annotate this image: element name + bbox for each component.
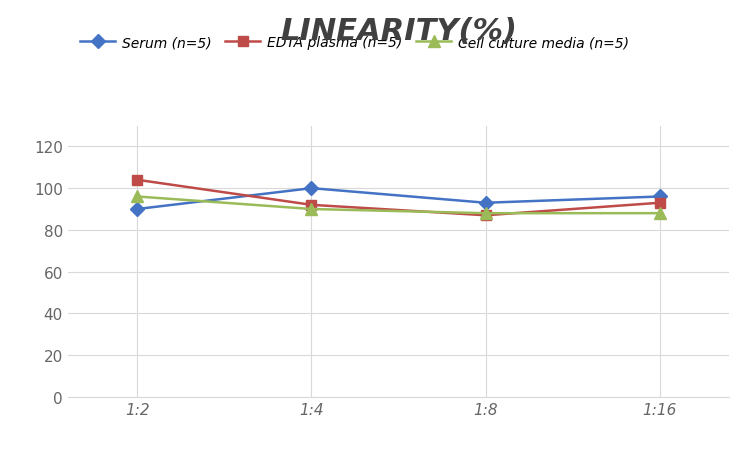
- Serum (n=5): [307, 186, 316, 191]
- Line: Cell culture media (n=5): Cell culture media (n=5): [132, 192, 666, 219]
- Text: LINEARITY(%): LINEARITY(%): [280, 17, 517, 46]
- Line: Serum (n=5): Serum (n=5): [132, 184, 665, 214]
- EDTA plasma (n=5): [481, 213, 490, 218]
- Serum (n=5): [481, 201, 490, 206]
- Cell culture media (n=5): [655, 211, 664, 216]
- Legend: Serum (n=5), EDTA plasma (n=5), Cell culture media (n=5): Serum (n=5), EDTA plasma (n=5), Cell cul…: [74, 30, 635, 55]
- EDTA plasma (n=5): [307, 202, 316, 208]
- Serum (n=5): [133, 207, 142, 212]
- Cell culture media (n=5): [307, 207, 316, 212]
- Serum (n=5): [655, 194, 664, 200]
- Cell culture media (n=5): [481, 211, 490, 216]
- Cell culture media (n=5): [133, 194, 142, 200]
- EDTA plasma (n=5): [655, 201, 664, 206]
- Line: EDTA plasma (n=5): EDTA plasma (n=5): [132, 175, 665, 221]
- EDTA plasma (n=5): [133, 178, 142, 183]
